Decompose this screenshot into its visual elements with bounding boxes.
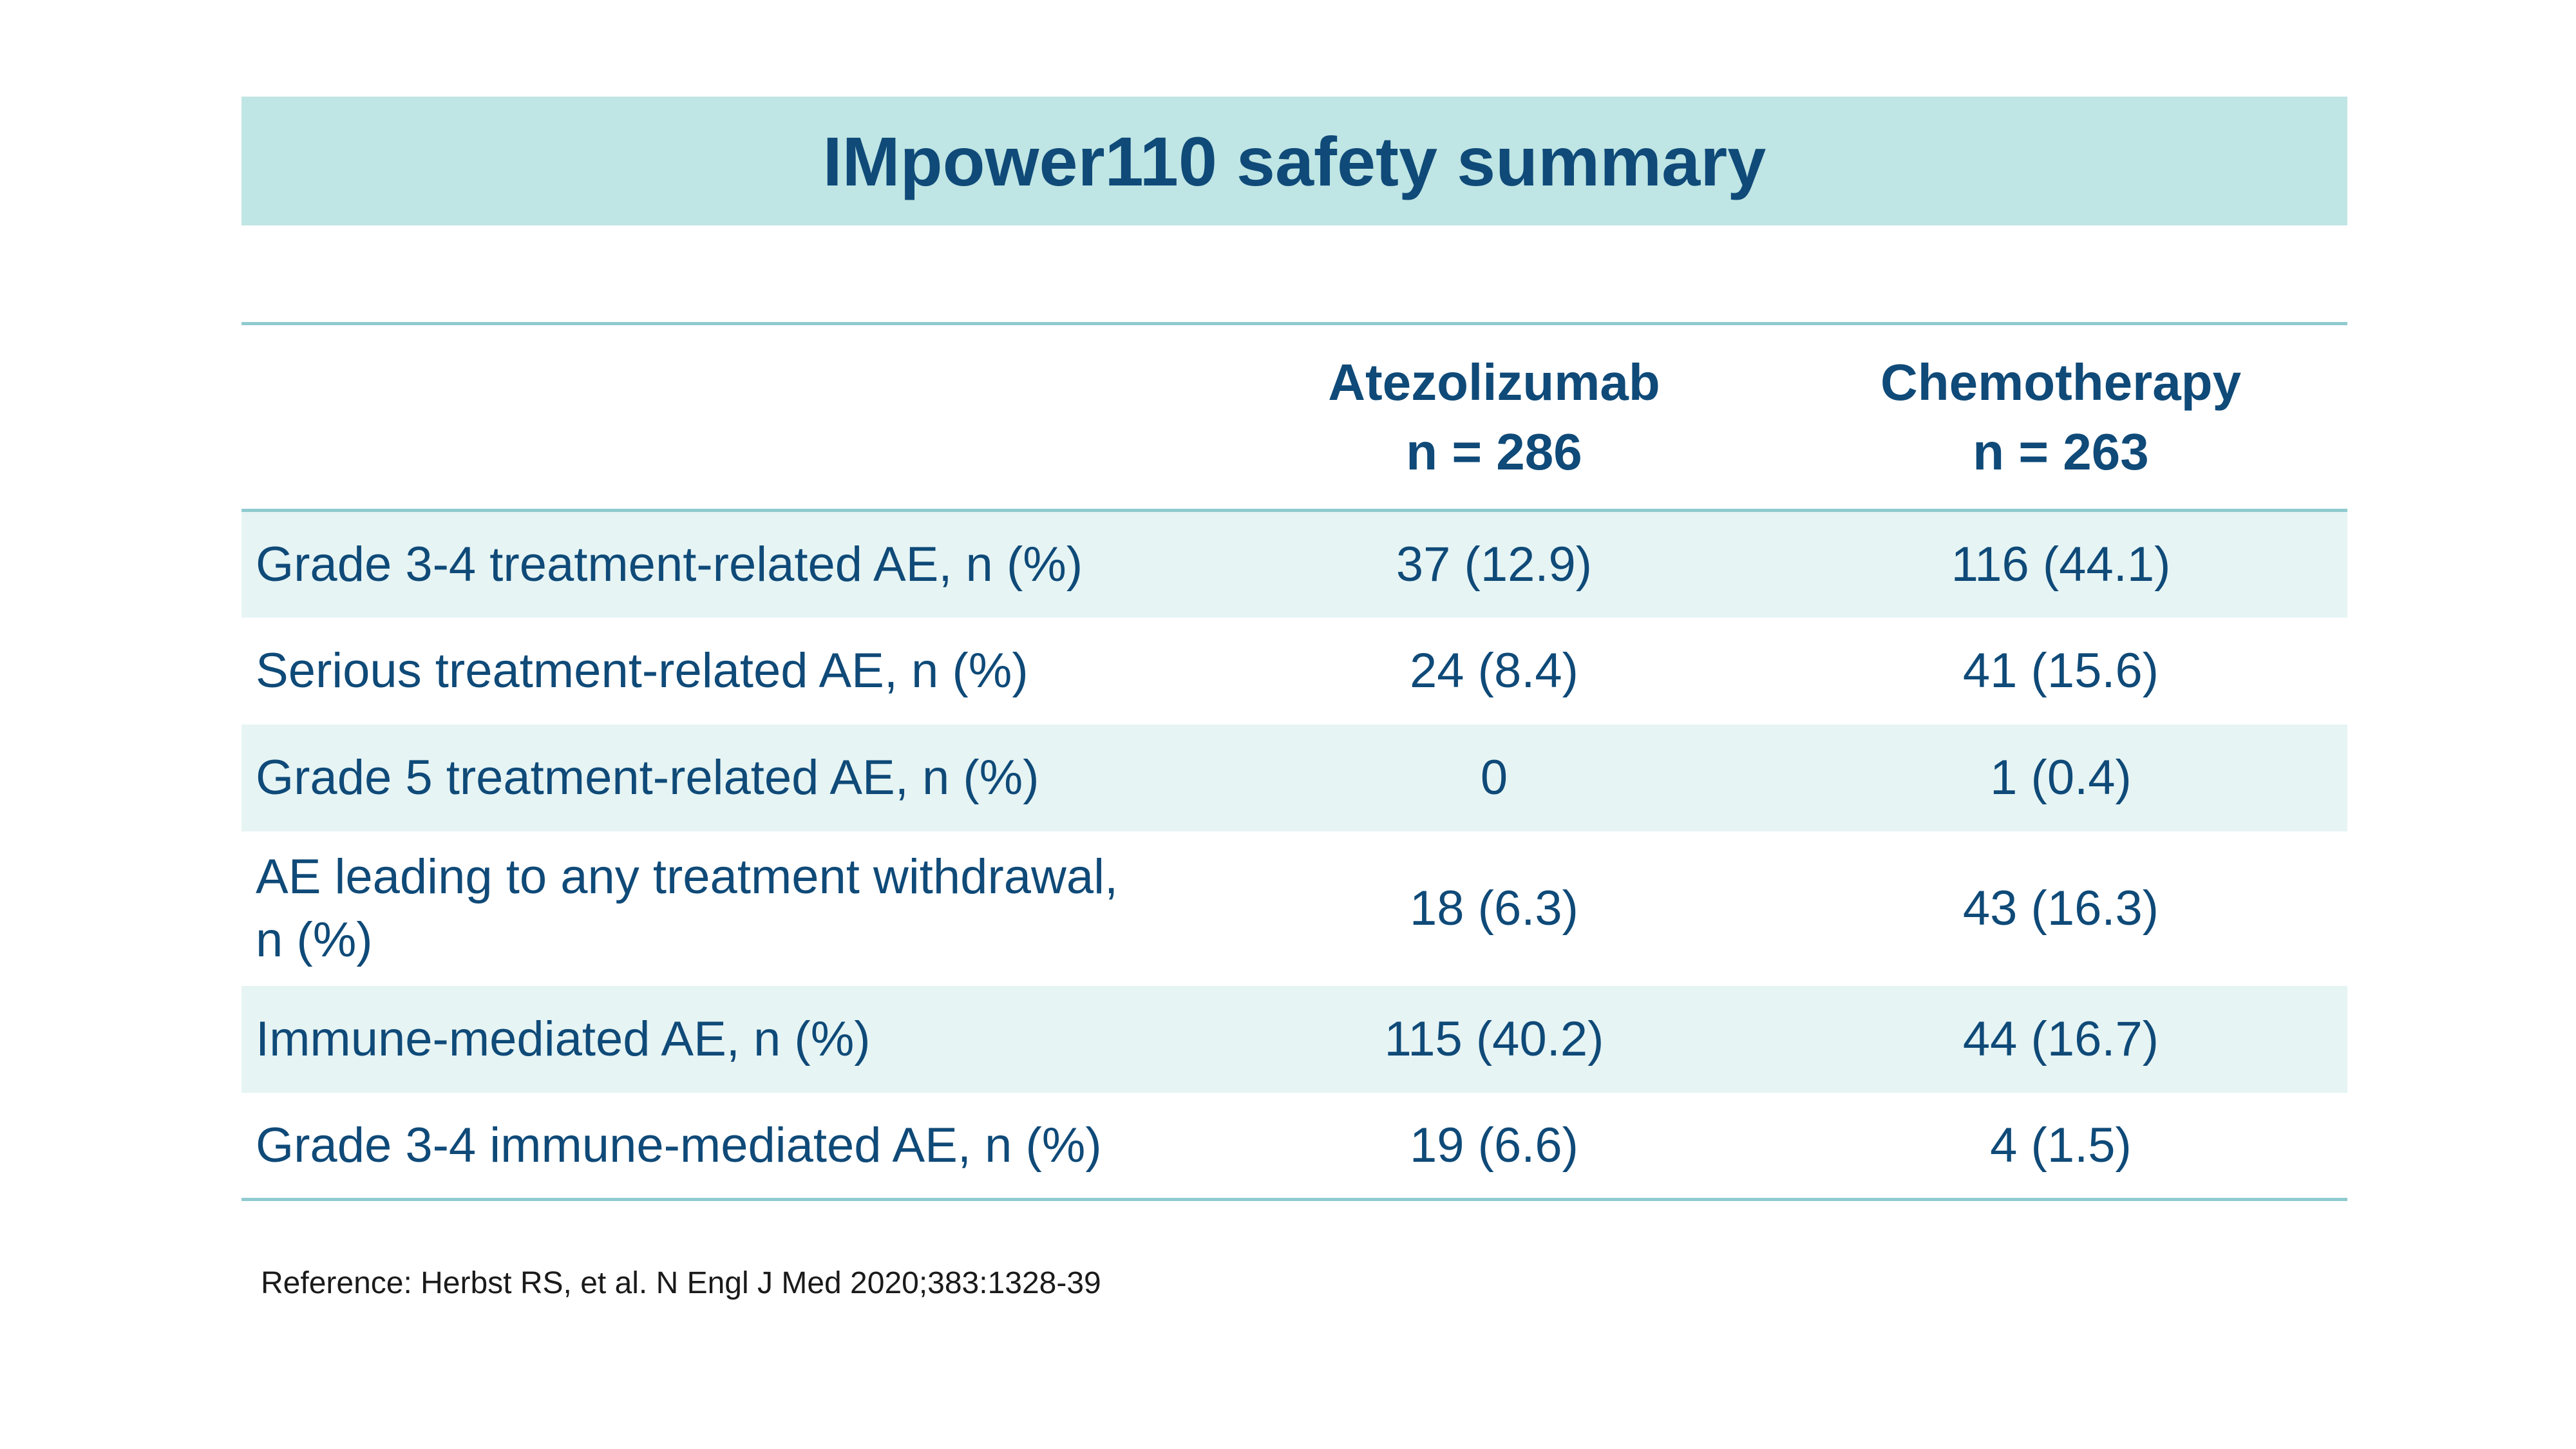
header-atezolizumab: Atezolizumab n = 286 [1214, 322, 1774, 512]
table-row: Grade 3-4 treatment-related AE, n (%) 37… [242, 510, 2347, 618]
atezolizumab-value: 0 [1480, 750, 1508, 805]
table-row: AE leading to any treatment withdrawal, … [242, 831, 2347, 986]
chemotherapy-value: 43 (16.3) [1962, 881, 2159, 936]
row-label: Immune-mediated AE, n (%) [256, 1011, 871, 1066]
atezolizumab-value: 115 (40.2) [1384, 1012, 1604, 1066]
atezolizumab-value: 24 (8.4) [1410, 643, 1578, 698]
safety-table: Atezolizumab n = 286 Chemotherapy n = 26… [242, 322, 2347, 1201]
header-chemotherapy: Chemotherapy n = 263 [1774, 322, 2347, 512]
table-row: Grade 5 treatment-related AE, n (%) 0 1 … [242, 724, 2347, 831]
row-label-line-2: n (%) [256, 912, 373, 967]
table-row: Grade 3-4 immune-mediated AE, n (%) 19 (… [242, 1092, 2347, 1201]
title-band: IMpower110 safety summary [242, 97, 2347, 225]
row-label: Serious treatment-related AE, n (%) [256, 643, 1028, 698]
row-label-line-1: AE leading to any treatment withdrawal, [256, 849, 1119, 905]
row-label: Grade 5 treatment-related AE, n (%) [256, 750, 1039, 805]
slide-title: IMpower110 safety summary [822, 122, 1766, 200]
header-atezolizumab-n: n = 286 [1406, 422, 1582, 480]
header-atezolizumab-name: Atezolizumab [1328, 353, 1660, 411]
table-row: Immune-mediated AE, n (%) 115 (40.2) 44 … [242, 985, 2347, 1093]
chemotherapy-value: 116 (44.1) [1951, 537, 2171, 592]
atezolizumab-value: 37 (12.9) [1396, 537, 1593, 592]
safety-table-container: Atezolizumab n = 286 Chemotherapy n = 26… [242, 322, 2347, 1201]
reference-note: Reference: Herbst RS, et al. N Engl J Me… [261, 1266, 1101, 1300]
header-chemotherapy-name: Chemotherapy [1880, 353, 2242, 411]
table-row: Serious treatment-related AE, n (%) 24 (… [242, 618, 2347, 724]
row-label: Grade 3-4 treatment-related AE, n (%) [256, 537, 1083, 592]
chemotherapy-value: 4 (1.5) [1774, 1092, 2347, 1201]
header-empty-cell [242, 322, 1214, 512]
table-header-row: Atezolizumab n = 286 Chemotherapy n = 26… [242, 322, 2347, 512]
row-label: Grade 3-4 immune-mediated AE, n (%) [242, 1092, 1214, 1201]
chemotherapy-value: 1 (0.4) [1990, 750, 2132, 805]
header-chemotherapy-n: n = 263 [1973, 422, 2149, 480]
chemotherapy-value: 41 (15.6) [1962, 643, 2159, 698]
atezolizumab-value: 19 (6.6) [1214, 1092, 1774, 1201]
row-label: AE leading to any treatment withdrawal, … [242, 831, 1214, 986]
chemotherapy-value: 44 (16.7) [1962, 1012, 2159, 1066]
atezolizumab-value: 18 (6.3) [1410, 881, 1578, 936]
